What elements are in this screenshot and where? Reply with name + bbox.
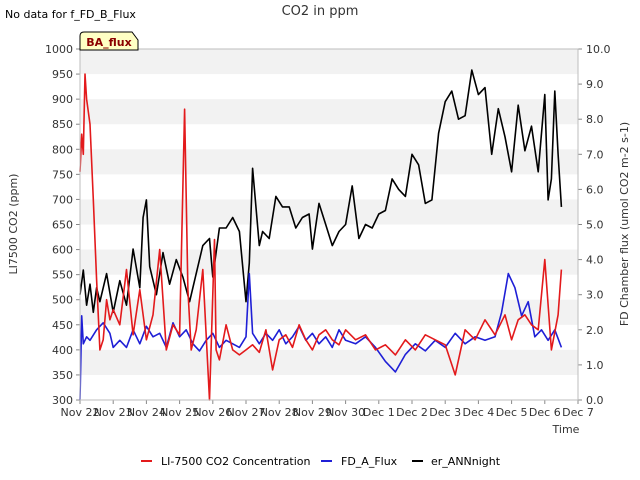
badge-label: BA_flux <box>86 36 131 49</box>
left-tick-label: 450 <box>52 319 73 332</box>
x-tick-label: Nov 22 <box>61 406 100 419</box>
right-tick-label: 0.0 <box>586 394 604 407</box>
background-band <box>80 199 578 225</box>
x-tick-label: Nov 28 <box>260 406 299 419</box>
right-tick-label: 1.0 <box>586 359 604 372</box>
x-tick-label: Nov 30 <box>326 406 365 419</box>
background-band <box>80 349 578 375</box>
x-tick-label: Dec 3 <box>429 406 461 419</box>
legend-label-fd-a: FD_A_Flux <box>341 455 398 468</box>
y-axis-label: LI7500 CO2 (ppm) <box>7 174 20 275</box>
x-tick-label: Dec 5 <box>496 406 528 419</box>
x-tick-label: Nov 24 <box>127 406 166 419</box>
right-tick-label: 8.0 <box>586 113 604 126</box>
background-band <box>80 49 578 75</box>
right-tick-label: 7.0 <box>586 148 604 161</box>
left-tick-label: 850 <box>52 118 73 131</box>
y2-axis-label: FD Chamber flux (umol CO2 m-2 s-1) <box>618 122 631 326</box>
left-tick-label: 950 <box>52 68 73 81</box>
right-axis-ticks: 0.0 1.0 2.0 3.0 4.0 5.0 6.0 7.0 8.0 9.0 10.0 <box>578 43 611 407</box>
x-tick-label: Dec 2 <box>396 406 428 419</box>
right-tick-label: 2.0 <box>586 324 604 337</box>
background-band <box>80 149 578 175</box>
left-tick-label: 550 <box>52 269 73 282</box>
left-tick-label: 800 <box>52 143 73 156</box>
legend: LI-7500 CO2 Concentration FD_A_Flux er_A… <box>141 455 501 468</box>
chart-title: CO2 in ppm <box>282 4 359 19</box>
ba-flux-badge: BA_flux <box>79 31 139 51</box>
right-tick-label: 3.0 <box>586 289 604 302</box>
x-tick-label: Nov 23 <box>94 406 133 419</box>
right-tick-label: 9.0 <box>586 78 604 91</box>
x-tick-label: Dec 4 <box>463 406 495 419</box>
no-data-note: No data for f_FD_B_Flux <box>5 8 136 21</box>
left-tick-label: 900 <box>52 93 73 106</box>
plot-frame <box>79 48 579 401</box>
left-axis-ticks: 300 350 400 450 500 550 600 650 700 750 800 850 900 9… <box>45 43 80 407</box>
series-lines <box>79 69 563 401</box>
x-tick-label: Dec 6 <box>529 406 561 419</box>
x-tick-label: Nov 29 <box>293 406 332 419</box>
x-axis-label: Time <box>552 423 580 436</box>
left-tick-label: 750 <box>52 168 73 181</box>
left-tick-label: 350 <box>52 369 73 382</box>
series-line-co2 <box>79 73 563 401</box>
right-tick-label: 10.0 <box>586 43 611 56</box>
left-tick-label: 500 <box>52 294 73 307</box>
x-tick-label: Nov 27 <box>227 406 266 419</box>
left-tick-label: 1000 <box>45 43 73 56</box>
x-tick-label: Nov 26 <box>193 406 232 419</box>
x-tick-label: Dec 1 <box>363 406 395 419</box>
background-band <box>80 99 578 125</box>
right-tick-label: 5.0 <box>586 219 604 232</box>
plot-background-bands <box>80 49 578 375</box>
left-tick-label: 600 <box>52 244 73 257</box>
left-tick-label: 400 <box>52 344 73 357</box>
badge-box <box>79 31 139 51</box>
x-tick-label: Dec 7 <box>562 406 594 419</box>
background-band <box>80 249 578 275</box>
left-tick-label: 700 <box>52 193 73 206</box>
right-tick-label: 6.0 <box>586 183 604 196</box>
x-tick-label: Nov 25 <box>160 406 199 419</box>
legend-label-co2: LI-7500 CO2 Concentration <box>161 455 311 468</box>
left-tick-label: 300 <box>52 394 73 407</box>
series-line-er-annnight <box>79 69 563 314</box>
right-tick-label: 4.0 <box>586 254 604 267</box>
series-line-fd-a-flux <box>79 272 563 401</box>
left-tick-label: 650 <box>52 219 73 232</box>
legend-label-er: er_ANNnight <box>431 455 501 468</box>
